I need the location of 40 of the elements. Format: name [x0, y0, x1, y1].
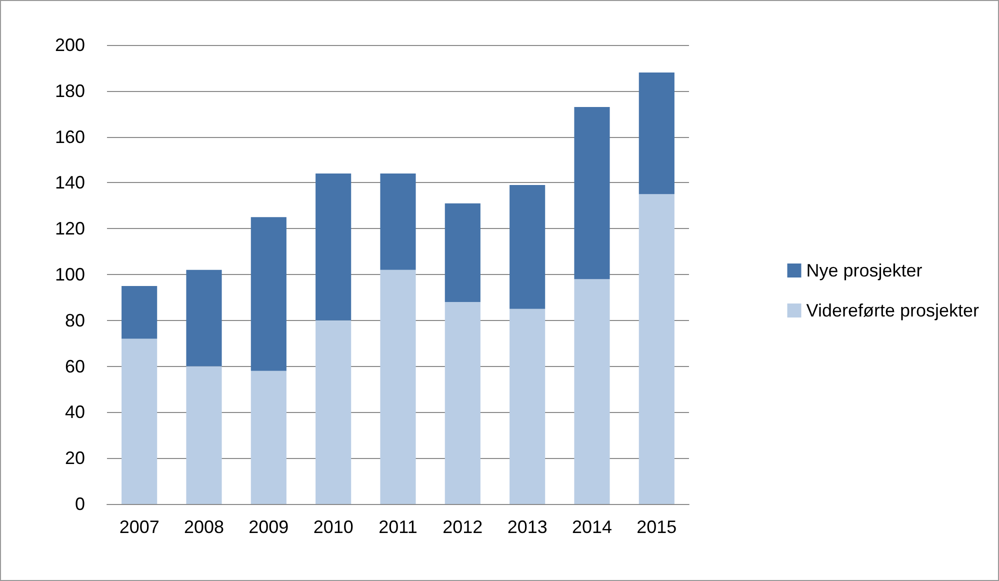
y-tick-label: 120 [54, 218, 85, 239]
y-tick-label: 200 [54, 35, 85, 55]
y-tick-label: 60 [64, 356, 85, 376]
bar [122, 338, 158, 504]
bar [250, 217, 286, 371]
bar [510, 308, 546, 504]
y-tick-label: 0 [74, 494, 85, 514]
legend-label: Nye prosjekter [806, 260, 922, 280]
legend-label: Videreførte prosjekter [806, 300, 980, 320]
y-tick-label: 20 [64, 448, 85, 468]
x-tick-label: 2009 [248, 517, 289, 537]
bar [316, 174, 352, 320]
bar [638, 72, 674, 194]
bar [316, 320, 352, 504]
bar [122, 286, 158, 339]
x-tick-label: 2008 [184, 517, 224, 537]
x-tick-label: 2007 [119, 517, 160, 537]
y-tick-label: 140 [54, 172, 85, 193]
bar [380, 270, 416, 504]
bar [250, 370, 286, 504]
y-tick-label: 160 [54, 126, 85, 147]
x-tick-label: 2012 [442, 517, 483, 537]
y-tick-label: 180 [54, 80, 85, 101]
bar [444, 203, 480, 302]
bar [444, 302, 480, 504]
x-tick-label: 2010 [313, 517, 354, 537]
bar [638, 194, 674, 504]
x-tick-label: 2015 [636, 517, 677, 537]
bar [186, 270, 222, 366]
x-tick-label: 2011 [378, 517, 418, 537]
bar [574, 279, 610, 504]
y-tick-label: 100 [54, 264, 85, 284]
y-tick-label: 80 [64, 310, 85, 330]
bar [186, 366, 222, 504]
bar [574, 106, 610, 280]
bar [380, 174, 416, 270]
x-tick-label: 2014 [572, 517, 612, 537]
y-tick-label: 40 [64, 402, 85, 422]
bar [510, 184, 546, 309]
x-tick-label: 2013 [507, 517, 548, 537]
